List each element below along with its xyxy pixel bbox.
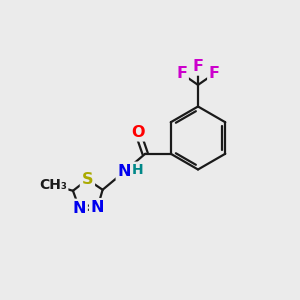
Text: CH₃: CH₃ bbox=[39, 178, 67, 192]
Text: S: S bbox=[82, 172, 93, 187]
Text: N: N bbox=[73, 200, 86, 215]
Text: N: N bbox=[118, 164, 131, 179]
Text: F: F bbox=[176, 66, 187, 81]
Text: H: H bbox=[132, 163, 143, 177]
Text: O: O bbox=[131, 125, 145, 140]
Text: N: N bbox=[91, 200, 104, 215]
Text: F: F bbox=[209, 66, 220, 81]
Text: F: F bbox=[193, 59, 203, 74]
